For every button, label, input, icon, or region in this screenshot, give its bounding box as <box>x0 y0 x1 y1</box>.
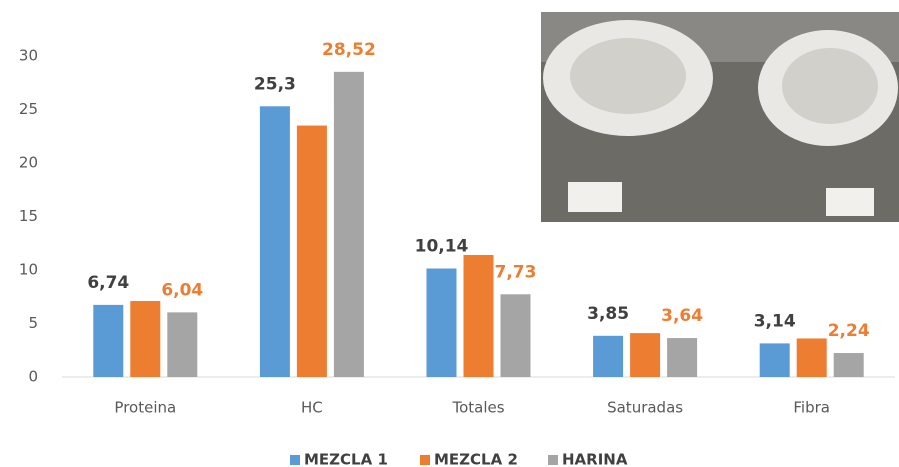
value-label: 6,04 <box>161 280 203 300</box>
y-tick-label: 0 <box>28 368 38 386</box>
legend-label: MEZCLA 2 <box>434 451 518 467</box>
value-label: 28,52 <box>322 40 376 60</box>
x-tick-label: Saturadas <box>607 399 683 417</box>
bar <box>630 333 661 377</box>
bar <box>296 125 327 377</box>
bar <box>667 338 698 377</box>
y-tick-label: 15 <box>19 207 38 225</box>
bar <box>426 268 457 377</box>
x-tick-label: Fibra <box>793 399 830 417</box>
x-tick-label: HC <box>301 399 323 417</box>
legend-label: HARINA <box>562 451 628 467</box>
value-label: 2,24 <box>828 321 870 341</box>
bar <box>759 343 790 377</box>
bar <box>500 294 531 377</box>
bar <box>833 353 864 377</box>
y-tick-label: 30 <box>19 47 38 65</box>
bar <box>593 335 624 377</box>
legend-swatch <box>420 455 430 465</box>
bar <box>796 338 827 377</box>
legend-label: MEZCLA 1 <box>304 451 388 467</box>
x-tick-label: Proteina <box>114 399 176 417</box>
value-label: 3,64 <box>661 306 703 326</box>
x-tick-label: Totales <box>451 399 504 417</box>
value-label: 3,85 <box>587 304 629 324</box>
bar <box>167 312 198 377</box>
y-tick-label: 25 <box>19 100 38 118</box>
bar <box>93 304 124 377</box>
value-label: 7,73 <box>495 262 537 282</box>
value-label: 10,14 <box>415 237 469 257</box>
y-tick-label: 10 <box>19 261 38 279</box>
value-label: 3,14 <box>754 311 796 331</box>
value-label: 6,74 <box>87 273 129 293</box>
bar <box>130 301 161 377</box>
value-label: 25,3 <box>254 74 296 94</box>
bar <box>463 255 494 377</box>
bar <box>333 71 364 377</box>
legend-swatch <box>290 455 300 465</box>
y-tick-label: 20 <box>19 154 38 172</box>
bar <box>259 106 290 377</box>
photo <box>541 12 899 222</box>
legend-swatch <box>548 455 558 465</box>
y-tick-label: 5 <box>28 314 38 332</box>
